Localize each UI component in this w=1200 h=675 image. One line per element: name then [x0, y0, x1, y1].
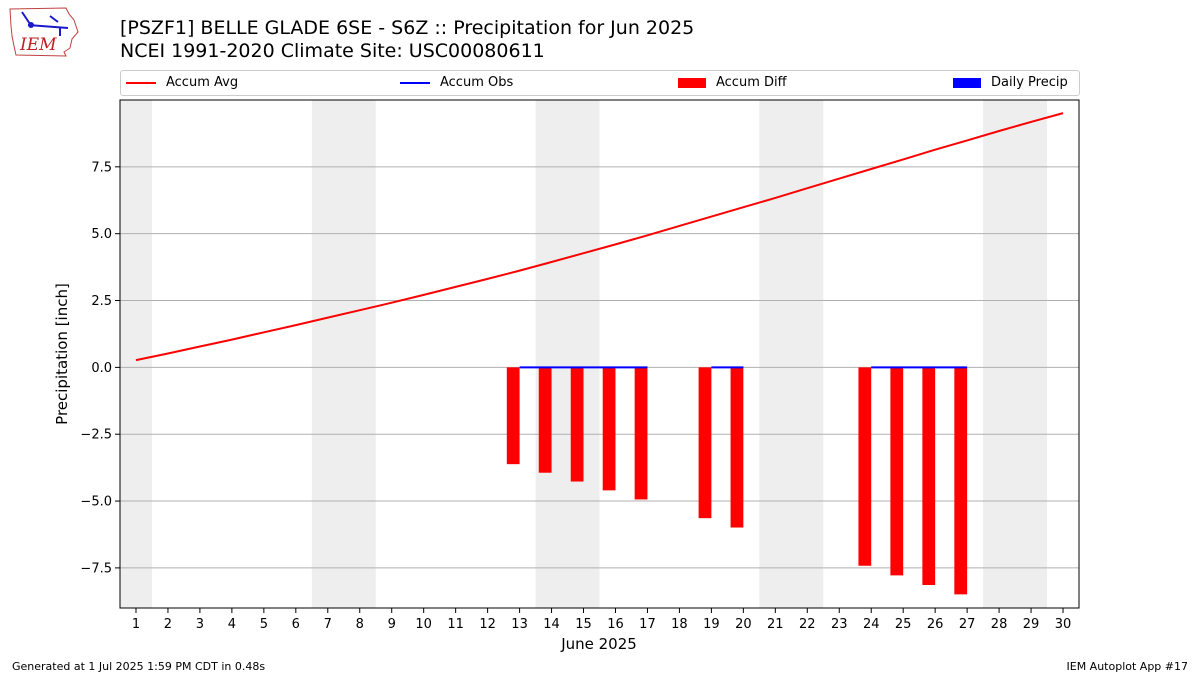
x-axis-label: June 2025 — [560, 635, 637, 653]
x-axis-ticks: 1 2 3 4 5 6 7 8 9 10 11 12 13 14 15 16 17 18 19 20 21 22 23 24 2… — [132, 608, 1071, 632]
x-tick-label: 17 — [639, 617, 656, 632]
app-credit: IEM Autoplot App #17 — [1066, 660, 1189, 673]
logo-text: IEM — [19, 35, 57, 55]
weekend-band — [120, 100, 152, 608]
x-tick-label: 8 — [356, 617, 364, 632]
x-tick-label: 7 — [324, 617, 332, 632]
chart-legend: Accum Avg Accum Obs Accum Diff Daily Pre… — [120, 70, 1080, 96]
x-tick-label: 12 — [479, 617, 496, 632]
x-tick-label: 27 — [959, 617, 976, 632]
y-tick-label: 5.0 — [91, 227, 112, 242]
y-tick-label: 2.5 — [91, 294, 112, 309]
x-tick-label: 23 — [831, 617, 848, 632]
accum-avg-line — [135, 112, 1064, 362]
accum-diff-bar — [954, 367, 968, 595]
x-tick-label: 18 — [671, 617, 688, 632]
weekend-band — [759, 100, 824, 608]
chart-subtitle: NCEI 1991-2020 Climate Site: USC00080611 — [120, 40, 545, 62]
y-tick-label: −5.0 — [80, 495, 112, 510]
weekend-shading — [120, 100, 1048, 608]
accum-diff-bar — [890, 367, 904, 576]
legend-swatch-accum-diff — [678, 77, 706, 88]
x-tick-label: 1 — [132, 617, 140, 632]
y-gridlines — [120, 166, 1079, 569]
accum-diff-bar — [858, 367, 872, 566]
accum-diff-bar — [570, 367, 584, 482]
x-tick-label: 28 — [991, 617, 1008, 632]
weekend-band — [535, 100, 600, 608]
x-tick-label: 25 — [895, 617, 912, 632]
weekend-band — [311, 100, 376, 608]
x-tick-label: 9 — [388, 617, 396, 632]
legend-swatch-accum-obs — [400, 81, 430, 84]
accum-diff-bar — [538, 367, 552, 473]
legend-label-accum-obs: Accum Obs — [440, 75, 514, 90]
y-tick-label: 7.5 — [91, 160, 112, 175]
x-tick-label: 10 — [415, 617, 432, 632]
accum-diff-bar — [730, 367, 744, 528]
accum-diff-bar — [634, 367, 648, 500]
accum-diff-bar — [698, 367, 712, 519]
accum-diff-bars — [506, 367, 968, 595]
x-tick-label: 22 — [799, 617, 816, 632]
accum-diff-bar — [922, 367, 936, 586]
x-tick-label: 6 — [292, 617, 300, 632]
x-tick-label: 13 — [511, 617, 528, 632]
x-tick-label: 30 — [1055, 617, 1072, 632]
weather-station-icon — [28, 22, 34, 28]
legend-item-accum-diff: Accum Diff — [678, 75, 787, 90]
series-lines — [135, 112, 1064, 369]
y-tick-label: 0.0 — [91, 361, 112, 376]
legend-item-daily-precip: Daily Precip — [953, 75, 1068, 90]
legend-swatch-accum-avg — [126, 81, 156, 84]
y-axis-label: Precipitation [inch] — [53, 283, 71, 425]
y-tick-label: −7.5 — [80, 561, 112, 576]
legend-label-accum-diff: Accum Diff — [716, 75, 787, 90]
iem-logo: IEM — [9, 7, 79, 57]
legend-item-accum-avg: Accum Avg — [126, 75, 238, 90]
x-tick-label: 29 — [1023, 617, 1040, 632]
legend-swatch-daily-precip — [953, 77, 981, 88]
legend-label-daily-precip: Daily Precip — [991, 75, 1068, 90]
x-tick-label: 14 — [543, 617, 560, 632]
x-tick-label: 24 — [863, 617, 880, 632]
x-tick-label: 11 — [447, 617, 464, 632]
x-tick-label: 4 — [228, 617, 236, 632]
y-axis-ticks: −7.5 −5.0 −2.5 0.0 2.5 5.0 7.5 — [80, 160, 120, 576]
x-tick-label: 16 — [607, 617, 624, 632]
x-tick-label: 15 — [575, 617, 592, 632]
generated-timestamp: Generated at 1 Jul 2025 1:59 PM CDT in 0… — [12, 660, 266, 673]
x-tick-label: 20 — [735, 617, 752, 632]
x-tick-label: 5 — [260, 617, 268, 632]
y-tick-label: −2.5 — [80, 428, 112, 443]
legend-label-accum-avg: Accum Avg — [166, 75, 239, 90]
accum-diff-bar — [506, 367, 520, 465]
x-tick-label: 19 — [703, 617, 720, 632]
weekend-band — [983, 100, 1048, 608]
x-tick-label: 26 — [927, 617, 944, 632]
accum-diff-bar — [602, 367, 616, 491]
legend-item-accum-obs: Accum Obs — [400, 75, 513, 90]
x-tick-label: 21 — [767, 617, 784, 632]
x-tick-label: 3 — [196, 617, 204, 632]
wind-vane-icon — [21, 11, 69, 36]
chart-title: [PSZF1] BELLE GLADE 6SE - S6Z :: Precipi… — [120, 17, 695, 39]
x-tick-label: 2 — [164, 617, 172, 632]
plot-frame — [119, 99, 1080, 609]
